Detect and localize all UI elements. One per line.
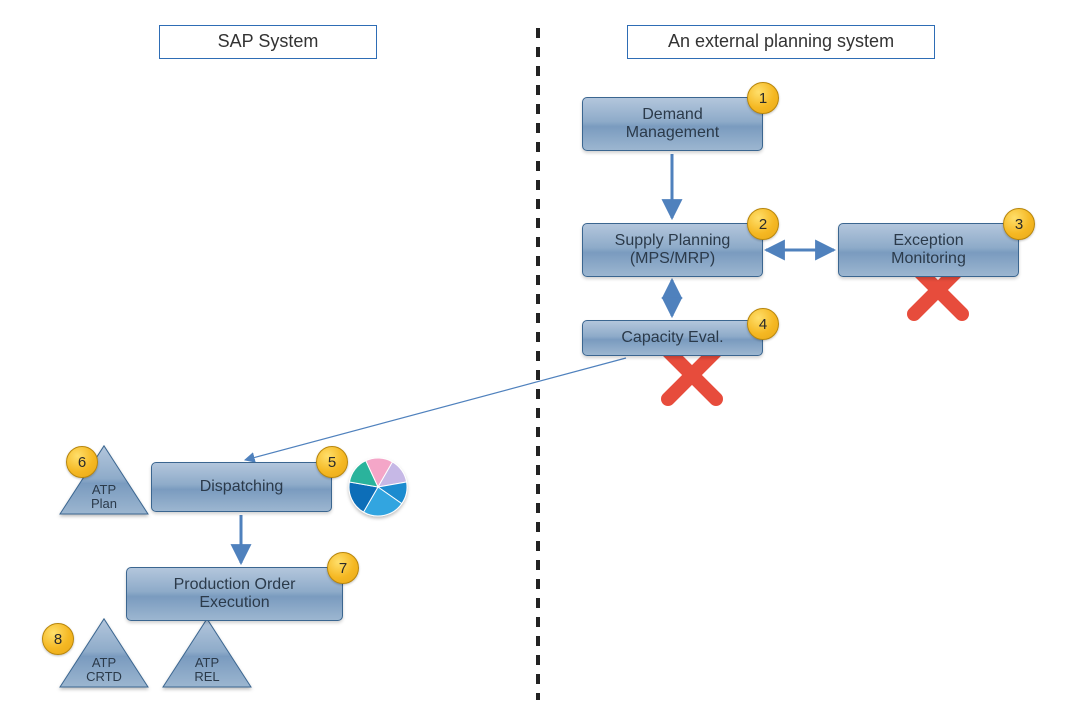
badge-7: 7: [327, 552, 359, 584]
badge-2: 2: [747, 208, 779, 240]
box-label: ExceptionMonitoring: [891, 232, 966, 269]
box-production-order-execution: Production OrderExecution: [126, 567, 343, 621]
triangle-label-atp-plan: ATPPlan: [84, 483, 124, 510]
box-demand-management: DemandManagement: [582, 97, 763, 151]
x-mark-x_capacity: [668, 351, 716, 399]
box-label: Capacity Eval.: [621, 329, 723, 347]
badge-3: 3: [1003, 208, 1035, 240]
pie-chart-icon: [349, 458, 407, 516]
box-exception-monitoring: ExceptionMonitoring: [838, 223, 1019, 277]
box-label: Supply Planning(MPS/MRP): [615, 232, 731, 269]
badge-6: 6: [66, 446, 98, 478]
box-dispatching: Dispatching: [151, 462, 332, 512]
triangle-label-atp-crtd: ATPCRTD: [84, 656, 124, 683]
box-label: Dispatching: [200, 478, 284, 496]
box-capacity-eval: Capacity Eval.: [582, 320, 763, 356]
triangle-label-atp-rel: ATPREL: [187, 656, 227, 683]
box-supply-planning: Supply Planning(MPS/MRP): [582, 223, 763, 277]
badge-1: 1: [747, 82, 779, 114]
box-label: DemandManagement: [626, 106, 719, 143]
badge-8: 8: [42, 623, 74, 655]
badge-5: 5: [316, 446, 348, 478]
box-label: Production OrderExecution: [174, 576, 296, 613]
arrow-capacity_dispatch: [245, 358, 626, 460]
badge-4: 4: [747, 308, 779, 340]
